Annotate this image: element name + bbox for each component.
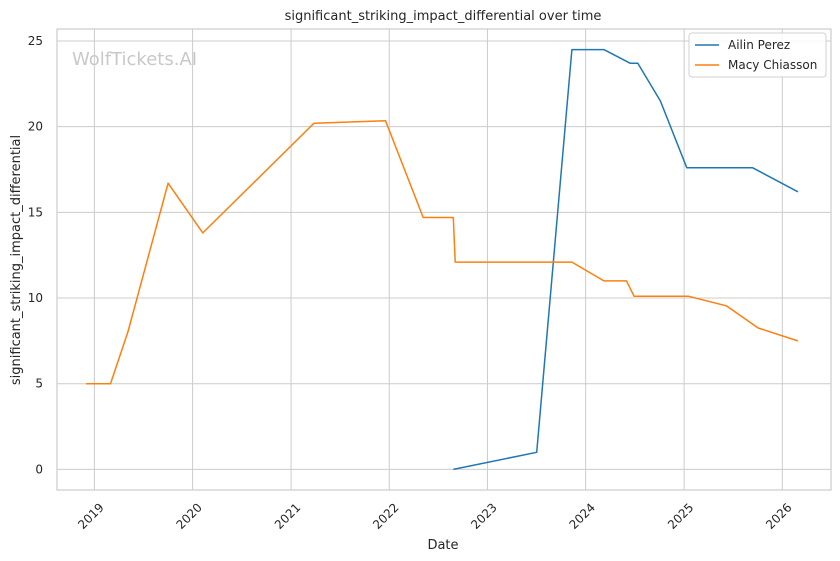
x-tick-label: 2020 — [173, 500, 204, 531]
y-tick-label: 0 — [35, 462, 43, 476]
legend-label: Ailin Perez — [728, 38, 790, 52]
y-tick-label: 20 — [28, 120, 43, 134]
legend-box — [688, 32, 827, 78]
x-tick-label: 2023 — [468, 500, 499, 531]
x-tick-label: 2026 — [763, 500, 794, 531]
x-tick-label: 2019 — [75, 500, 106, 531]
chart-title: significant_striking_impact_differential… — [285, 9, 602, 24]
y-tick-label: 25 — [28, 34, 43, 48]
x-tick-label: 2021 — [272, 500, 303, 531]
series-line-1 — [453, 48, 799, 471]
x-axis-ticks: 2019 2020 2021 2022 2023 2024 2025 2026 — [75, 500, 794, 531]
y-axis-label: significant_striking_impact_differential — [9, 135, 24, 385]
y-tick-label: 10 — [28, 291, 43, 305]
axes-frame — [56, 28, 832, 491]
grid — [57, 29, 831, 490]
y-axis-ticks: 0 5 10 15 20 25 — [28, 34, 43, 476]
x-axis-label: Date — [427, 538, 458, 553]
x-tick-label: 2024 — [566, 500, 597, 531]
x-tick-label: 2022 — [370, 500, 401, 531]
series-line-2 — [86, 119, 799, 385]
watermark: WolfTickets.AI — [72, 49, 197, 70]
plot-border — [56, 28, 832, 491]
series-layer — [86, 48, 799, 471]
legend-label: Macy Chiasson — [728, 58, 817, 72]
y-tick-label: 15 — [28, 205, 43, 219]
legend: Ailin Perez Macy Chiasson — [688, 32, 827, 78]
x-tick-label: 2025 — [665, 500, 696, 531]
y-tick-label: 5 — [35, 377, 43, 391]
